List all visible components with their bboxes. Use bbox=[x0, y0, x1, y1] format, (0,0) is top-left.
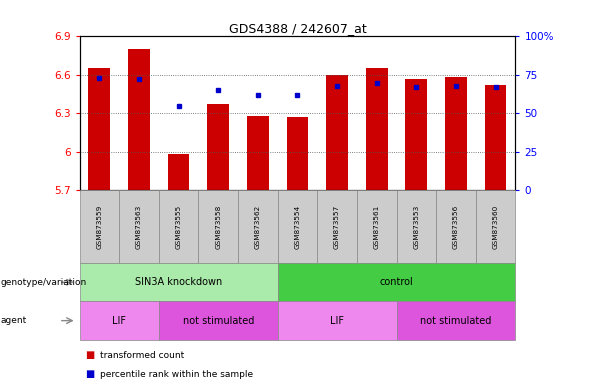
Text: GSM873555: GSM873555 bbox=[176, 204, 181, 249]
Text: GSM873554: GSM873554 bbox=[294, 204, 300, 249]
Text: transformed count: transformed count bbox=[100, 351, 184, 360]
Bar bbox=[128, 49, 150, 190]
Text: control: control bbox=[380, 277, 413, 287]
Bar bbox=[405, 79, 427, 190]
Text: SIN3A knockdown: SIN3A knockdown bbox=[135, 277, 222, 287]
Title: GDS4388 / 242607_at: GDS4388 / 242607_at bbox=[229, 22, 366, 35]
Bar bbox=[445, 78, 467, 190]
Text: genotype/variation: genotype/variation bbox=[1, 278, 87, 287]
Text: LIF: LIF bbox=[112, 316, 126, 326]
Text: percentile rank within the sample: percentile rank within the sample bbox=[100, 370, 253, 379]
Bar bbox=[485, 85, 507, 190]
Text: GSM873563: GSM873563 bbox=[136, 204, 142, 249]
Text: agent: agent bbox=[1, 316, 27, 325]
Text: GSM873553: GSM873553 bbox=[413, 204, 419, 249]
Text: GSM873562: GSM873562 bbox=[255, 204, 261, 249]
Text: ■: ■ bbox=[85, 350, 95, 360]
Bar bbox=[207, 104, 229, 190]
Text: not stimulated: not stimulated bbox=[421, 316, 492, 326]
Bar bbox=[326, 75, 348, 190]
Text: not stimulated: not stimulated bbox=[183, 316, 254, 326]
Bar bbox=[247, 116, 269, 190]
Text: GSM873557: GSM873557 bbox=[334, 204, 340, 249]
Bar bbox=[286, 117, 309, 190]
Text: GSM873558: GSM873558 bbox=[215, 204, 221, 249]
Bar bbox=[366, 68, 388, 190]
Text: GSM873560: GSM873560 bbox=[492, 204, 498, 249]
Text: GSM873559: GSM873559 bbox=[97, 204, 102, 249]
Text: GSM873556: GSM873556 bbox=[453, 204, 459, 249]
Text: GSM873561: GSM873561 bbox=[373, 204, 380, 249]
Bar bbox=[168, 154, 190, 190]
Text: ■: ■ bbox=[85, 369, 95, 379]
Bar bbox=[88, 68, 110, 190]
Text: LIF: LIF bbox=[330, 316, 344, 326]
